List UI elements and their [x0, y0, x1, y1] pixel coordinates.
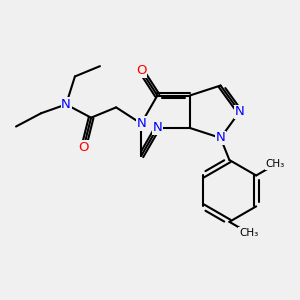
Text: O: O — [79, 141, 89, 154]
Text: O: O — [136, 64, 146, 77]
Text: N: N — [216, 131, 225, 144]
Text: CH₃: CH₃ — [266, 159, 285, 170]
Text: N: N — [152, 122, 162, 134]
Text: N: N — [61, 98, 71, 111]
Text: N: N — [235, 105, 244, 118]
Text: CH₃: CH₃ — [239, 228, 258, 238]
Text: N: N — [136, 117, 146, 130]
